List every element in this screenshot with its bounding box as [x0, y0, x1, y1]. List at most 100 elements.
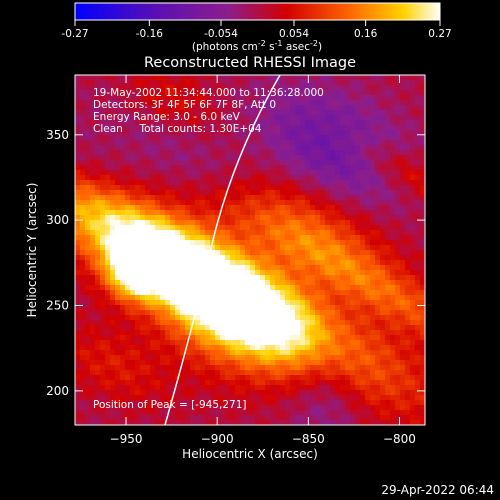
- heatmap-cell: [120, 205, 126, 211]
- heatmap-cell: [140, 105, 146, 111]
- heatmap-cell: [230, 165, 236, 171]
- heatmap-cell: [260, 165, 266, 171]
- heatmap-cell: [215, 295, 221, 301]
- heatmap-cell: [145, 155, 151, 161]
- heatmap-cell: [115, 350, 121, 356]
- heatmap-cell: [390, 295, 396, 301]
- heatmap-cell: [180, 385, 186, 391]
- heatmap-cell: [270, 240, 276, 246]
- heatmap-cell: [205, 320, 211, 326]
- heatmap-cell: [255, 300, 261, 306]
- heatmap-cell: [130, 185, 136, 191]
- heatmap-cell: [200, 220, 206, 226]
- heatmap-cell: [340, 405, 346, 411]
- heatmap-cell: [250, 75, 256, 81]
- heatmap-cell: [180, 265, 186, 271]
- heatmap-cell: [90, 200, 96, 206]
- heatmap-cell: [305, 285, 311, 291]
- heatmap-cell: [405, 230, 411, 236]
- heatmap-cell: [80, 220, 86, 226]
- heatmap-cell: [285, 375, 291, 381]
- heatmap-cell: [80, 345, 86, 351]
- heatmap-cell: [420, 410, 425, 416]
- heatmap-cell: [140, 340, 146, 346]
- heatmap-cell: [105, 165, 111, 171]
- heatmap-cell: [395, 250, 401, 256]
- heatmap-cell: [180, 80, 186, 86]
- heatmap-cell: [275, 400, 281, 406]
- heatmap-cell: [75, 135, 81, 141]
- heatmap-cell: [185, 170, 191, 176]
- heatmap-cell: [225, 105, 231, 111]
- heatmap-cell: [375, 415, 381, 421]
- heatmap-cell: [370, 145, 376, 151]
- heatmap-cell: [80, 150, 86, 156]
- heatmap-cell: [250, 275, 256, 281]
- heatmap-cell: [310, 125, 316, 131]
- heatmap-cell: [210, 140, 216, 146]
- heatmap-cell: [310, 210, 316, 216]
- heatmap-cell: [300, 330, 306, 336]
- heatmap-cell: [325, 305, 331, 311]
- heatmap-cell: [205, 380, 211, 386]
- heatmap-cell: [185, 310, 191, 316]
- heatmap-cell: [200, 210, 206, 216]
- heatmap-cell: [255, 330, 261, 336]
- heatmap-cell: [135, 420, 141, 425]
- heatmap-cell: [350, 320, 356, 326]
- heatmap-cell: [360, 130, 366, 136]
- heatmap-cell: [250, 370, 256, 376]
- heatmap-cell: [170, 205, 176, 211]
- heatmap-cell: [280, 195, 286, 201]
- heatmap-cell: [295, 115, 301, 121]
- heatmap-cell: [150, 335, 156, 341]
- heatmap-cell: [140, 95, 146, 101]
- heatmap-cell: [320, 140, 326, 146]
- heatmap-cell: [160, 295, 166, 301]
- heatmap-cell: [130, 125, 136, 131]
- heatmap-cell: [225, 385, 231, 391]
- heatmap-cell: [75, 320, 81, 326]
- heatmap-cell: [240, 245, 246, 251]
- heatmap-cell: [155, 185, 161, 191]
- heatmap-cell: [315, 205, 321, 211]
- heatmap-cell: [145, 390, 151, 396]
- heatmap-cell: [90, 360, 96, 366]
- heatmap-cell: [270, 285, 276, 291]
- heatmap-cell: [225, 250, 231, 256]
- heatmap-cell: [105, 180, 111, 186]
- heatmap-cell: [415, 305, 421, 311]
- heatmap-cell: [95, 260, 101, 266]
- heatmap-cell: [150, 120, 156, 126]
- heatmap-cell: [135, 395, 141, 401]
- heatmap-cell: [160, 90, 166, 96]
- heatmap-cell: [75, 330, 81, 336]
- heatmap-cell: [115, 190, 121, 196]
- heatmap-cell: [400, 105, 406, 111]
- heatmap-cell: [160, 245, 166, 251]
- heatmap-cell: [300, 215, 306, 221]
- heatmap-cell: [210, 325, 216, 331]
- heatmap-cell: [255, 110, 261, 116]
- heatmap-cell: [190, 120, 196, 126]
- heatmap-cell: [345, 270, 351, 276]
- heatmap-cell: [245, 380, 251, 386]
- heatmap-cell: [205, 90, 211, 96]
- heatmap-cell: [150, 235, 156, 241]
- heatmap-cell: [205, 195, 211, 201]
- heatmap-cell: [205, 400, 211, 406]
- heatmap-cell: [105, 185, 111, 191]
- heatmap-cell: [240, 285, 246, 291]
- heatmap-cell: [295, 370, 301, 376]
- heatmap-cell: [385, 115, 391, 121]
- heatmap-cell: [165, 305, 171, 311]
- heatmap-cell: [275, 140, 281, 146]
- heatmap-cell: [290, 225, 296, 231]
- colorbar-tick-label: -0.27: [61, 28, 88, 40]
- heatmap-cell: [415, 345, 421, 351]
- annotation-detectors: Detectors: 3F 4F 5F 6F 7F 8F, Att 0: [93, 99, 276, 111]
- heatmap-cell: [175, 215, 181, 221]
- heatmap-cell: [115, 330, 121, 336]
- heatmap-cell: [370, 210, 376, 216]
- heatmap-cell: [395, 180, 401, 186]
